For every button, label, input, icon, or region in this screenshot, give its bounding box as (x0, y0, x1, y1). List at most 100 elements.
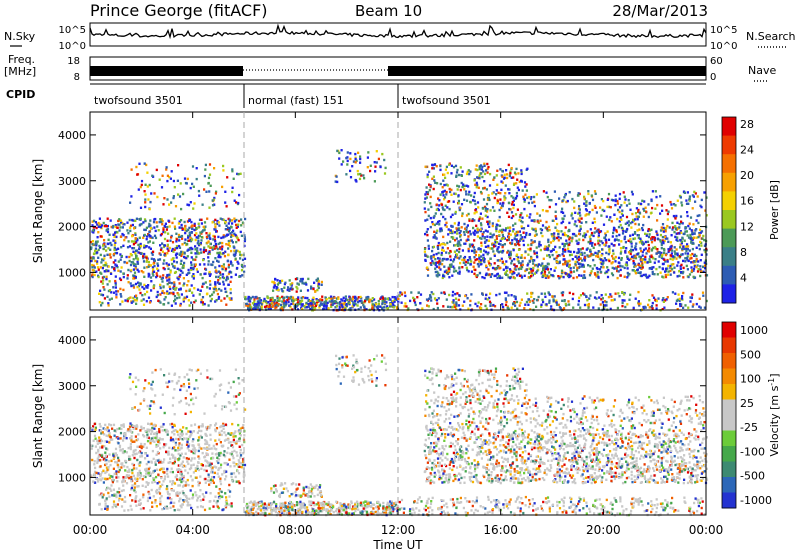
echo-cell (669, 273, 672, 276)
echo-cell (191, 275, 194, 278)
echo-cell (198, 293, 201, 296)
echo-cell (663, 247, 666, 251)
echo-cell (180, 259, 183, 263)
echo-cell (526, 292, 529, 295)
echo-cell (318, 306, 321, 309)
echo-cell (119, 270, 122, 273)
echo-cell (152, 286, 155, 290)
echo-cell (119, 293, 122, 296)
echo-cell (156, 262, 159, 265)
echo-cell (109, 475, 112, 478)
echo-cell (500, 228, 504, 232)
echo-cell (395, 298, 398, 302)
echo-cell (593, 272, 596, 275)
echo-cell (680, 231, 683, 234)
echo-cell (478, 257, 481, 260)
echo-cell (104, 245, 107, 248)
echo-cell (615, 238, 619, 241)
echo-cell (644, 240, 647, 244)
echo-cell (167, 475, 170, 478)
echo-cell (281, 289, 284, 293)
echo-cell (481, 292, 484, 295)
echo-cell (383, 306, 386, 309)
echo-cell (268, 303, 271, 306)
echo-cell (171, 470, 174, 474)
echo-cell (632, 259, 635, 263)
echo-cell (566, 274, 570, 278)
echo-cell (440, 212, 443, 216)
echo-cell (110, 243, 113, 247)
echo-cell (150, 251, 153, 255)
echo-cell (696, 195, 699, 198)
echo-cell (610, 198, 613, 202)
echo-cell (667, 273, 670, 276)
echo-cell (681, 253, 684, 256)
echo-cell (283, 286, 286, 289)
echo-cell (193, 263, 196, 266)
echo-cell (499, 239, 502, 242)
echo-cell (271, 299, 274, 302)
echo-cell (535, 305, 538, 308)
echo-cell (619, 223, 622, 227)
echo-cell (612, 231, 615, 235)
echo-cell (166, 279, 169, 282)
echo-cell (453, 250, 456, 253)
echo-cell (644, 255, 647, 259)
echo-cell (132, 427, 135, 430)
echo-cell (371, 297, 374, 300)
echo-cell (578, 229, 581, 232)
echo-cell (204, 477, 207, 481)
echo-cell (192, 451, 195, 455)
echo-cell (152, 436, 155, 439)
echo-cell (629, 293, 632, 296)
echo-cell (459, 230, 462, 233)
echo-cell (158, 220, 161, 224)
echo-cell (597, 242, 600, 245)
echo-cell (190, 450, 193, 453)
echo-cell (163, 244, 166, 247)
echo-cell (449, 249, 452, 253)
echo-cell (170, 304, 173, 307)
echo-cell (93, 434, 97, 438)
echo-cell (548, 228, 551, 232)
echo-cell (461, 212, 464, 215)
echo-cell (703, 244, 706, 247)
echo-cell (146, 290, 149, 294)
echo-cell (549, 273, 553, 277)
echo-cell (131, 261, 135, 264)
echo-cell (231, 231, 234, 234)
echo-cell (663, 235, 667, 239)
echo-cell (699, 306, 702, 309)
echo-cell (690, 269, 694, 273)
echo-cell (426, 175, 429, 179)
echo-cell (699, 228, 702, 231)
echo-cell (96, 262, 99, 265)
echo-cell (312, 287, 315, 291)
echo-cell (323, 301, 326, 304)
echo-cell (129, 296, 132, 299)
echo-cell (691, 207, 694, 210)
echo-cell (592, 306, 595, 309)
echo-cell (521, 221, 524, 224)
echo-cell (625, 204, 629, 207)
echo-cell (527, 201, 530, 205)
echo-cell (548, 198, 551, 202)
echo-cell (295, 298, 298, 301)
echo-cell (589, 240, 592, 243)
echo-cell (624, 249, 627, 253)
echo-cell (647, 229, 650, 233)
echo-cell (256, 300, 259, 303)
echo-cell (693, 260, 696, 263)
echo-cell (603, 257, 606, 260)
echo-cell (207, 475, 210, 479)
echo-cell (204, 249, 207, 252)
echo-cell (300, 300, 303, 303)
echo-cell (169, 480, 172, 483)
echo-cell (297, 296, 300, 299)
echo-cell (149, 200, 152, 204)
echo-cell (203, 228, 206, 232)
echo-cell (544, 276, 547, 279)
echo-cell (173, 295, 177, 298)
echo-cell (643, 209, 646, 212)
echo-cell (185, 182, 188, 185)
